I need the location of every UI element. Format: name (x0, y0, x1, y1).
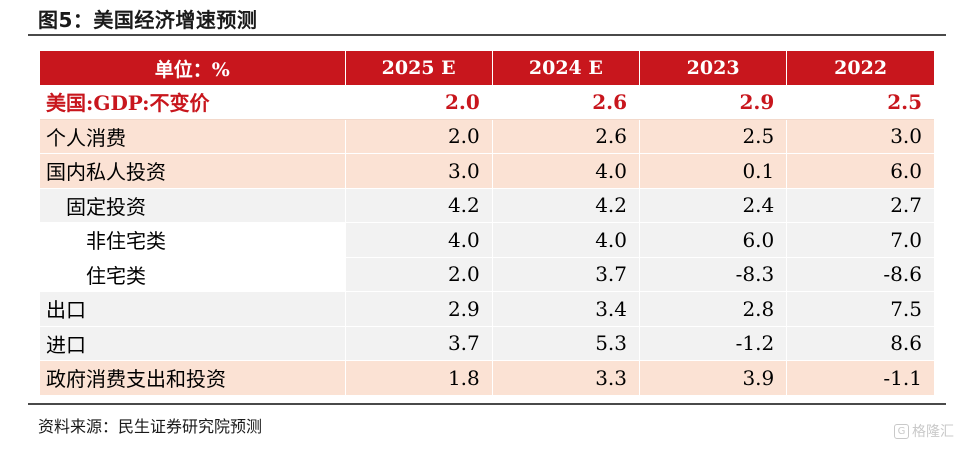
cell-2023: 2.8 (639, 291, 788, 327)
table-row-gdp: 美国:GDP:不变价 2.0 2.6 2.9 2.5 (40, 85, 934, 120)
row-label: 住宅类 (40, 257, 346, 292)
cell-2024e: 2.6 (492, 119, 641, 154)
header-2025e: 2025 E (345, 51, 493, 85)
cell-2025e: 4.0 (345, 222, 493, 258)
row-label: 美国:GDP:不变价 (40, 85, 346, 120)
cell-2025e: 4.2 (345, 188, 493, 223)
cell-2023: 2.5 (639, 119, 788, 154)
cell-2022: -1.1 (786, 360, 934, 396)
header-unit: 单位：% (40, 51, 346, 85)
row-label: 个人消费 (40, 119, 346, 154)
header-2023: 2023 (639, 51, 788, 85)
cell-2022: 8.6 (786, 326, 934, 361)
cell-2024e: 3.3 (492, 360, 641, 396)
cell-2022: 7.5 (786, 291, 934, 327)
table-row-exports: 出口 2.9 3.4 2.8 7.5 (40, 291, 934, 327)
table-row-personal-consumption: 个人消费 2.0 2.6 2.5 3.0 (40, 119, 934, 154)
forecast-table: 单位：% 2025 E 2024 E 2023 2022 美国:GDP:不变价 … (40, 51, 934, 396)
table-row-private-investment: 国内私人投资 3.0 4.0 0.1 6.0 (40, 153, 934, 189)
bottom-rule (28, 403, 946, 405)
table-row-residential: 住宅类 2.0 3.7 -8.3 -8.6 (40, 257, 934, 292)
header-2022: 2022 (786, 51, 934, 85)
cell-2024e: 3.4 (492, 291, 641, 327)
cell-2022: 2.7 (786, 188, 934, 223)
cell-2022: 2.5 (786, 85, 934, 120)
top-rule (28, 34, 946, 36)
cell-2023: 2.4 (639, 188, 788, 223)
cell-2025e: 2.0 (345, 85, 493, 120)
cell-2025e: 3.7 (345, 326, 493, 361)
cell-2024e: 3.7 (492, 257, 641, 292)
cell-2024e: 5.3 (492, 326, 641, 361)
header-2024e: 2024 E (492, 51, 641, 85)
cell-2023: 2.9 (639, 85, 788, 120)
cell-2023: 6.0 (639, 222, 788, 258)
table-row-nonresidential: 非住宅类 4.0 4.0 6.0 7.0 (40, 222, 934, 258)
cell-2024e: 4.2 (492, 188, 641, 223)
cell-2023: -8.3 (639, 257, 788, 292)
cell-2025e: 2.0 (345, 257, 493, 292)
cell-2022: -8.6 (786, 257, 934, 292)
row-label: 进口 (40, 326, 346, 361)
table-row-fixed-investment: 固定投资 4.2 4.2 2.4 2.7 (40, 188, 934, 223)
cell-2023: 3.9 (639, 360, 788, 396)
watermark-text: 格隆汇 (912, 424, 954, 440)
cell-2024e: 4.0 (492, 222, 641, 258)
cell-2024e: 2.6 (492, 85, 641, 120)
cell-2023: 0.1 (639, 153, 788, 189)
row-label: 国内私人投资 (40, 153, 346, 189)
cell-2025e: 3.0 (345, 153, 493, 189)
row-label: 出口 (40, 291, 346, 327)
table-row-government: 政府消费支出和投资 1.8 3.3 3.9 -1.1 (40, 360, 934, 396)
source-note: 资料来源：民生证券研究院预测 (38, 417, 263, 436)
table-header-row: 单位：% 2025 E 2024 E 2023 2022 (40, 51, 934, 85)
cell-2025e: 2.9 (345, 291, 493, 327)
watermark-logo-icon: G (894, 423, 909, 439)
cell-2022: 6.0 (786, 153, 934, 189)
cell-2022: 7.0 (786, 222, 934, 258)
cell-2025e: 2.0 (345, 119, 493, 154)
cell-2022: 3.0 (786, 119, 934, 154)
cell-2023: -1.2 (639, 326, 788, 361)
row-label: 非住宅类 (40, 222, 346, 258)
cell-2024e: 4.0 (492, 153, 641, 189)
row-label: 政府消费支出和投资 (40, 360, 346, 396)
cell-2025e: 1.8 (345, 360, 493, 396)
row-label: 固定投资 (40, 188, 346, 223)
table-row-imports: 进口 3.7 5.3 -1.2 8.6 (40, 326, 934, 361)
watermark: G 格隆汇 (894, 421, 954, 441)
figure-title: 图5：美国经济增速预测 (38, 8, 258, 32)
